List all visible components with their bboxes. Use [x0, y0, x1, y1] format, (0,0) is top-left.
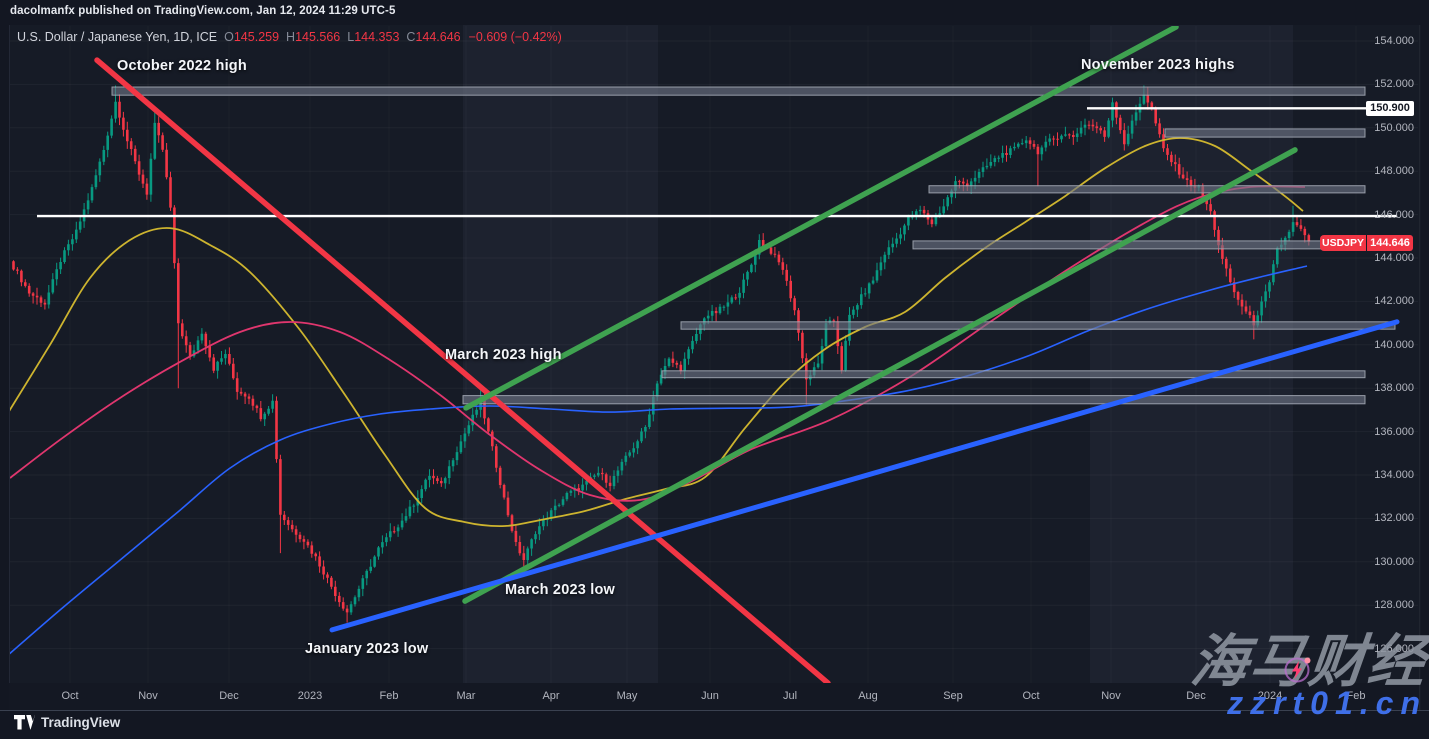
time-axis-label: Dec	[1186, 690, 1206, 702]
price-level-badge: 150.900	[1366, 101, 1414, 116]
price-axis-label: 136.000	[1374, 425, 1414, 438]
annotation-november-2023-highs: November 2023 highs	[1081, 57, 1235, 73]
low-label: L	[347, 30, 355, 44]
time-axis-label: Sep	[943, 690, 963, 702]
attribution-text: dacolmanfx published on TradingView.com,…	[10, 5, 396, 17]
time-axis-label: Feb	[379, 690, 399, 702]
price-axis-label: 142.000	[1374, 295, 1414, 308]
price-axis-label: 126.000	[1374, 642, 1414, 655]
open-value: 145.259	[233, 30, 280, 44]
price-axis-border	[1419, 25, 1420, 710]
price-axis-label: 140.000	[1374, 338, 1414, 351]
open-label: O	[224, 30, 234, 44]
annotation-march-2023-high: March 2023 high	[445, 347, 562, 363]
time-axis-strip[interactable]	[9, 683, 1420, 710]
time-axis-label: Aug	[858, 690, 878, 702]
time-axis-label: May	[616, 690, 638, 702]
annotation-january-2023-low: January 2023 low	[305, 641, 429, 657]
close-value: 144.646	[415, 30, 461, 44]
high-label: H	[286, 30, 296, 44]
price-axis-label: 132.000	[1374, 512, 1414, 525]
time-axis-label: Oct	[1022, 690, 1040, 702]
price-axis-label: 144.000	[1374, 252, 1414, 264]
time-axis-label: 2023	[297, 690, 323, 702]
high-value: 145.566	[295, 30, 341, 44]
chart-plot-background	[9, 25, 1421, 710]
price-axis-label: 130.000	[1374, 555, 1414, 568]
lightning-bolt-icon	[1284, 657, 1311, 683]
time-axis-label: Jun	[701, 690, 719, 702]
low-value: 144.353	[354, 30, 400, 44]
time-axis-label: Dec	[219, 690, 239, 702]
symbol-price-pill: USDJPY	[1320, 235, 1366, 251]
annotation-march-2023-low: March 2023 low	[505, 582, 615, 598]
price-axis-label: 138.000	[1374, 382, 1414, 395]
close-label: C	[406, 30, 416, 44]
tradingview-logo-text: TradingView	[41, 715, 121, 730]
time-axis-label: Feb	[1346, 690, 1366, 702]
footer-separator	[0, 710, 1429, 711]
symbol-legend: U.S. Dollar / Japanese Yen, 1D, ICE O145.…	[17, 30, 562, 44]
tradingview-logo-icon	[14, 715, 35, 730]
tradingview-logo[interactable]: TradingView	[14, 715, 120, 730]
time-axis-label: 2024	[1257, 690, 1283, 702]
current-price-pill: 144.646	[1367, 235, 1413, 251]
price-axis-label: 128.000	[1374, 599, 1414, 612]
price-axis-label: 152.000	[1374, 78, 1414, 91]
change-value: −0.609 (−0.42%)	[468, 30, 562, 44]
time-axis-label: Apr	[542, 690, 560, 702]
symbol-title: U.S. Dollar / Japanese Yen, 1D, ICE	[17, 30, 218, 44]
time-axis-label: Nov	[1101, 690, 1121, 702]
price-axis-label: 154.000	[1374, 35, 1414, 47]
time-axis-label: Jul	[782, 690, 798, 702]
price-axis-label: 150.000	[1374, 121, 1414, 134]
price-axis-label: 134.000	[1374, 469, 1414, 481]
price-axis-label: 148.000	[1374, 165, 1414, 178]
time-axis-label: Nov	[138, 690, 158, 702]
time-axis-label: Oct	[61, 690, 79, 702]
annotation-october-2022-high: October 2022 high	[117, 58, 247, 74]
price-axis-label: 146.000	[1374, 208, 1414, 221]
time-axis-label: Mar	[456, 690, 476, 702]
